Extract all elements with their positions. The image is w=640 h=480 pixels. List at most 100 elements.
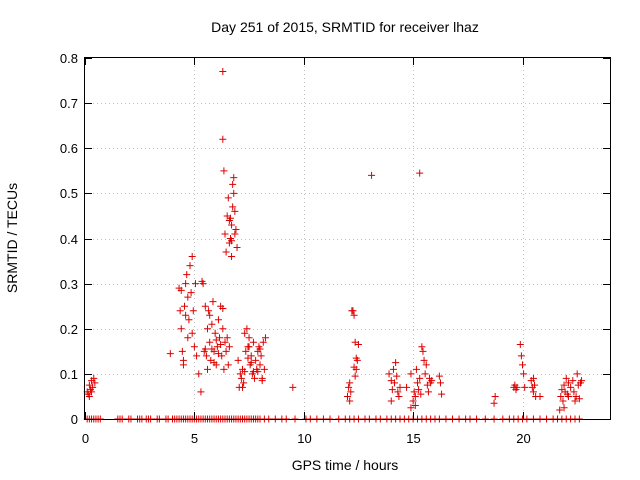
data-point [521, 383, 529, 391]
data-point [251, 374, 259, 382]
data-point [89, 383, 97, 391]
y-tick-label: 0.8 [60, 51, 78, 66]
data-point [260, 365, 268, 373]
data-point [188, 329, 196, 337]
data-point [289, 383, 297, 391]
data-point [231, 230, 239, 238]
data-point [258, 377, 266, 385]
y-tick-label: 0.3 [60, 277, 78, 292]
data-point [352, 354, 360, 362]
y-tick-label: 0.5 [60, 186, 78, 201]
data-point [245, 334, 253, 342]
data-point [350, 311, 358, 319]
x-tick-label: 10 [297, 431, 311, 446]
data-point [570, 388, 578, 396]
data-point [410, 388, 418, 396]
y-tick-label: 0.2 [60, 322, 78, 337]
data-point [219, 304, 227, 312]
data-point [189, 307, 197, 315]
data-point [193, 352, 201, 360]
data-point [219, 68, 227, 76]
data-point [395, 392, 403, 400]
data-point [403, 383, 411, 391]
data-point [229, 180, 237, 188]
data-point [224, 194, 232, 202]
data-point [415, 386, 423, 394]
data-point [419, 347, 427, 355]
data-point [223, 334, 231, 342]
data-point [560, 381, 568, 389]
data-point [344, 392, 351, 400]
data-point [242, 347, 250, 355]
data-point [418, 343, 426, 351]
data-point [229, 203, 237, 211]
data-point [517, 352, 525, 360]
x-axis-label: GPS time / hours [292, 457, 399, 473]
data-point [556, 406, 564, 414]
data-point [396, 383, 404, 391]
data-point [206, 338, 214, 346]
data-point [177, 286, 185, 294]
data-point [422, 361, 430, 369]
data-point [225, 343, 233, 351]
data-point [198, 277, 206, 285]
data-point [230, 174, 238, 182]
data-point [351, 372, 359, 380]
data-point [214, 350, 222, 358]
data-point [346, 397, 354, 405]
data-point [562, 374, 570, 382]
data-point [188, 253, 196, 261]
data-point [438, 390, 446, 398]
data-point [569, 377, 577, 385]
data-point [233, 244, 241, 252]
x-tick-label: 15 [406, 431, 420, 446]
data-point [91, 379, 99, 387]
data-point [491, 392, 499, 400]
data-point [385, 370, 393, 378]
data-point [182, 280, 190, 288]
y-tick-label: 0.6 [60, 141, 78, 156]
data-point [191, 280, 199, 288]
data-point [241, 368, 249, 376]
data-point [346, 379, 354, 387]
data-point [354, 341, 362, 349]
data-point [208, 345, 216, 353]
y-tick-label: 0.4 [60, 232, 78, 247]
data-point [177, 325, 185, 333]
data-point [520, 370, 528, 378]
data-point [411, 392, 419, 400]
data-point [212, 336, 220, 344]
data-point [536, 392, 544, 400]
data-point [393, 372, 401, 380]
data-point [228, 221, 236, 229]
data-point [178, 347, 186, 355]
data-point [202, 352, 210, 360]
data-point [230, 189, 238, 197]
data-point [256, 345, 264, 353]
data-point [564, 392, 572, 400]
data-point [567, 383, 575, 391]
data-point [208, 320, 216, 328]
data-point [190, 343, 198, 351]
data-point [573, 370, 581, 378]
data-point [421, 370, 429, 378]
data-point [345, 383, 353, 391]
data-point [206, 311, 214, 319]
data-point [237, 374, 245, 382]
data-point [211, 329, 219, 337]
data-point [391, 379, 399, 387]
data-point [252, 356, 260, 364]
data-point [85, 392, 93, 400]
data-point [261, 334, 269, 342]
data-point [220, 167, 228, 175]
data-point [183, 271, 191, 279]
data-point [350, 363, 358, 371]
data-point [228, 237, 236, 245]
data-point [90, 374, 98, 382]
data-point [241, 329, 249, 337]
data-point [214, 316, 222, 324]
data-point [420, 356, 428, 364]
data-point [184, 293, 192, 301]
data-point [414, 379, 421, 387]
